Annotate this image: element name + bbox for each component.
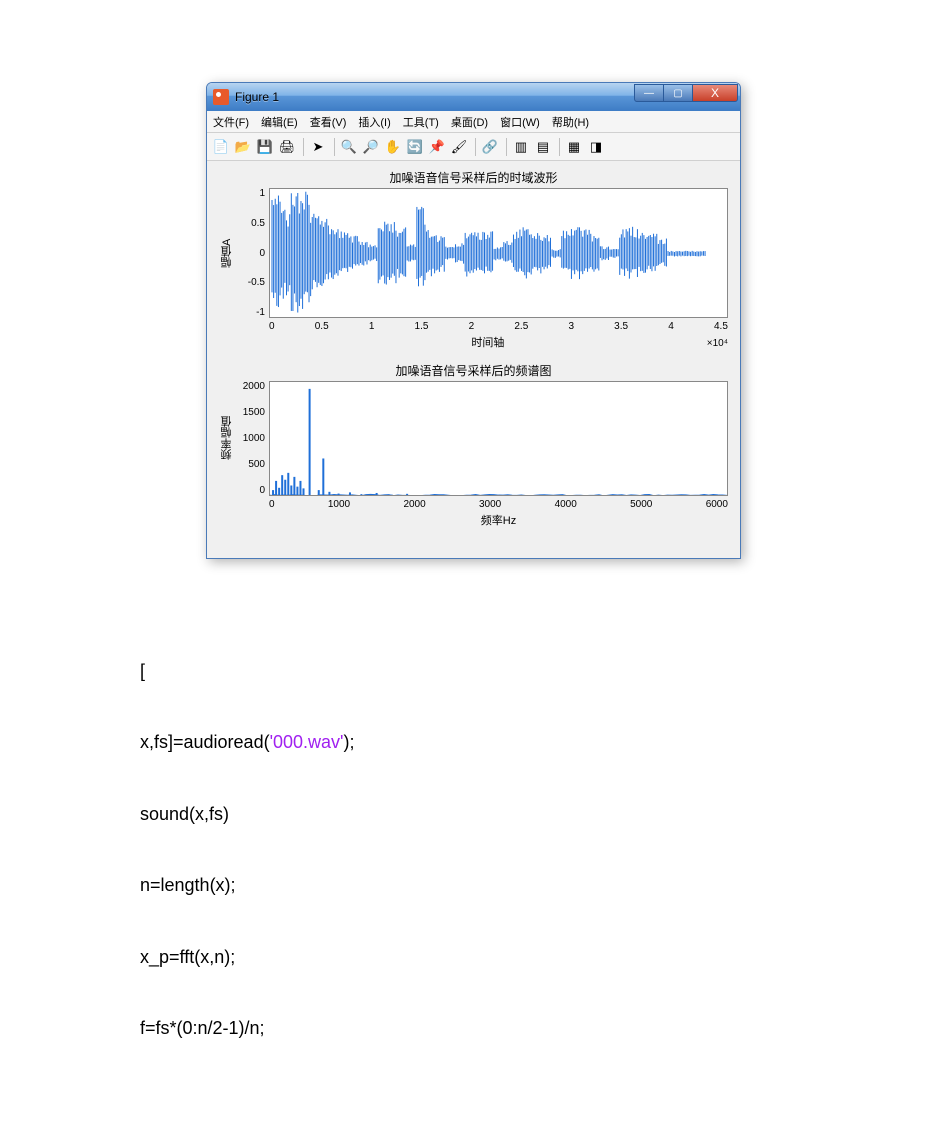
subplot1-axes[interactable] (269, 188, 728, 318)
menu-view[interactable]: 查看(V) (310, 114, 347, 130)
subplot2-xticks: 0100020003000400050006000 (269, 499, 728, 510)
open-folder-icon[interactable]: 📂 (233, 137, 253, 157)
subplot2-yticks: 2000150010005000 (237, 381, 269, 496)
brush-icon[interactable]: 🖌 (449, 137, 469, 157)
subplot1-ylabel: 幅值A (219, 188, 237, 318)
maximize-button[interactable]: ▢ (663, 84, 693, 102)
menu-edit[interactable]: 编辑(E) (261, 114, 298, 130)
layout-icon[interactable]: ▦ (564, 137, 584, 157)
plot-area: 加噪语音信号采样后的时域波形 幅值A 10.50-0.5-1 00.511.52… (207, 161, 740, 558)
matlab-icon (213, 89, 229, 105)
datatip-icon[interactable]: 📌 (427, 137, 447, 157)
new-file-icon[interactable]: 📄 (211, 137, 231, 157)
subplot1-xlabel: 时间轴 (269, 334, 707, 350)
titlebar[interactable]: Figure 1 — ▢ X (207, 83, 740, 111)
legend-icon[interactable]: ▤ (533, 137, 553, 157)
print-icon[interactable]: 🖨 (277, 137, 297, 157)
subplot-time-domain: 加噪语音信号采样后的时域波形 幅值A 10.50-0.5-1 00.511.52… (219, 169, 728, 350)
toolbar: 📄 📂 💾 🖨 ➤ 🔍 🔎 ✋ 🔄 📌 🖌 🔗 ▥ ▤ ▦ ◨ (207, 133, 740, 161)
code-block: [ x,fs]=audioread('000.wav'); sound(x,fs… (140, 660, 355, 1088)
save-icon[interactable]: 💾 (255, 137, 275, 157)
dock-icon[interactable]: ◨ (586, 137, 606, 157)
code-line-1: [ (140, 660, 355, 683)
menubar: 文件(F) 编辑(E) 查看(V) 插入(I) 工具(T) 桌面(D) 窗口(W… (207, 111, 740, 133)
menu-help[interactable]: 帮助(H) (552, 114, 589, 130)
zoom-in-icon[interactable]: 🔍 (339, 137, 359, 157)
subplot1-xticks: 00.511.522.533.544.5 (269, 321, 728, 332)
link-plot-icon[interactable]: 🔗 (480, 137, 500, 157)
zoom-out-icon[interactable]: 🔎 (361, 137, 381, 157)
subplot1-title: 加噪语音信号采样后的时域波形 (219, 169, 728, 186)
figure-window: Figure 1 — ▢ X 文件(F) 编辑(E) 查看(V) 插入(I) 工… (206, 82, 741, 559)
menu-desktop[interactable]: 桌面(D) (451, 114, 488, 130)
subplot2-xlabel: 频率Hz (269, 512, 728, 528)
code-line-2: x,fs]=audioread('000.wav'); (140, 731, 355, 754)
subplot1-xexp: ×10⁴ (707, 338, 728, 349)
menu-window[interactable]: 窗口(W) (500, 114, 540, 130)
window-title: Figure 1 (235, 90, 279, 104)
menu-insert[interactable]: 插入(I) (358, 114, 390, 130)
menu-file[interactable]: 文件(F) (213, 114, 249, 130)
subplot2-axes[interactable] (269, 381, 728, 496)
spectrum-svg (270, 382, 727, 496)
menu-tools[interactable]: 工具(T) (403, 114, 439, 130)
code-line-3: sound(x,fs) (140, 803, 355, 826)
code-line-5: x_p=fft(x,n); (140, 946, 355, 969)
close-button[interactable]: X (692, 84, 738, 102)
colorbar-icon[interactable]: ▥ (511, 137, 531, 157)
minimize-button[interactable]: — (634, 84, 664, 102)
pointer-icon[interactable]: ➤ (308, 137, 328, 157)
waveform-svg (270, 189, 727, 318)
code-line-6: f=fs*(0:n/2-1)/n; (140, 1017, 355, 1040)
pan-icon[interactable]: ✋ (383, 137, 403, 157)
subplot2-title: 加噪语音信号采样后的频谱图 (219, 362, 728, 379)
subplot1-yticks: 10.50-0.5-1 (237, 188, 269, 318)
rotate-icon[interactable]: 🔄 (405, 137, 425, 157)
subplot2-ylabel: 频率幅值 (219, 381, 237, 496)
code-line-4: n=length(x); (140, 874, 355, 897)
subplot-spectrum: 加噪语音信号采样后的频谱图 频率幅值 2000150010005000 0100… (219, 362, 728, 528)
